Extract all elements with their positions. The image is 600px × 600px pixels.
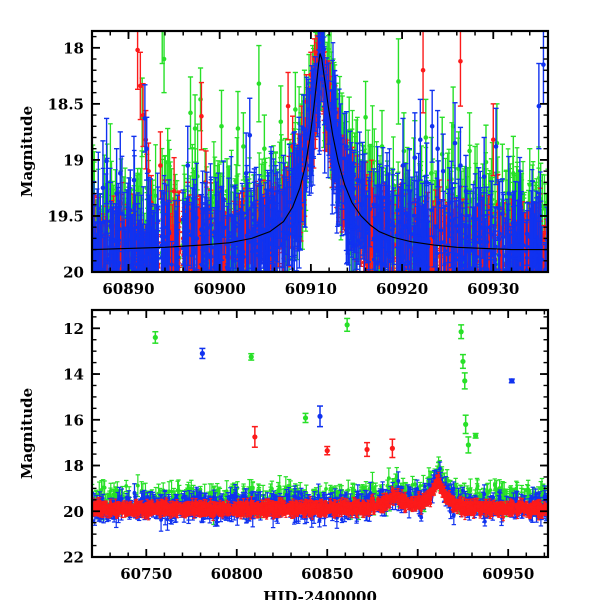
data-point — [363, 115, 368, 120]
data-point — [527, 182, 533, 187]
data-point — [153, 193, 158, 198]
data-point — [423, 135, 429, 140]
data-point — [262, 146, 267, 151]
data-point — [256, 81, 262, 86]
top-panel: 60890 60900 60910 60920 609301818.51919.520M… — [18, 25, 550, 298]
data-point — [192, 126, 198, 131]
data-point — [511, 171, 516, 176]
data-point — [241, 144, 246, 149]
data-point — [165, 159, 170, 165]
data-point — [161, 56, 167, 62]
data-point — [428, 171, 434, 176]
data-point — [160, 25, 165, 30]
data-point — [396, 79, 401, 84]
data-point — [188, 110, 193, 116]
data-point — [219, 123, 224, 129]
data-point — [278, 119, 284, 125]
data-point — [293, 107, 298, 112]
data-point — [235, 126, 241, 131]
top-panel-group-data-layer — [92, 25, 548, 272]
data-point — [467, 148, 472, 154]
